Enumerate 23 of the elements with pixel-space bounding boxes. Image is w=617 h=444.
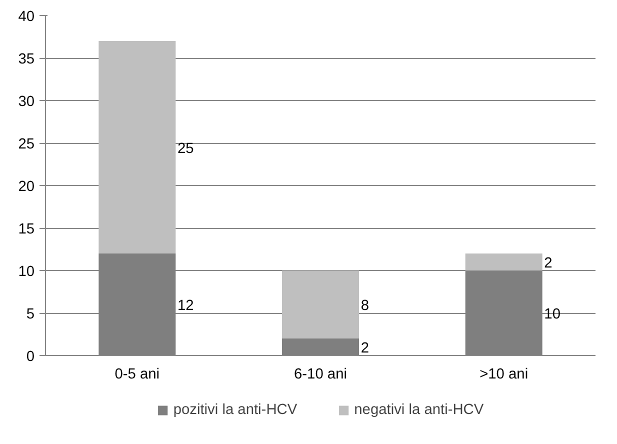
legend-label: pozitivi la anti-HCV bbox=[173, 402, 298, 418]
bar bbox=[465, 254, 542, 270]
data-label: 12 bbox=[178, 298, 194, 314]
x-tick-label: >10 ani bbox=[480, 366, 528, 382]
data-label: 2 bbox=[544, 256, 552, 272]
y-tick-label: 15 bbox=[18, 222, 35, 238]
y-tick-label: 40 bbox=[18, 9, 35, 25]
y-tick-label: 25 bbox=[18, 136, 35, 152]
data-label: 8 bbox=[360, 298, 369, 314]
data-label: 25 bbox=[178, 140, 194, 157]
bar bbox=[98, 41, 176, 254]
y-tick-label: 35 bbox=[18, 52, 35, 68]
data-label: 10 bbox=[544, 306, 560, 322]
y-tick-label: 30 bbox=[18, 94, 35, 110]
y-tick-label: 20 bbox=[18, 179, 35, 195]
y-tick-label: 5 bbox=[26, 306, 35, 322]
data-label: 2 bbox=[360, 340, 369, 356]
x-tick-label: 6-10 ani bbox=[294, 366, 347, 382]
x-tick-label: 0-5 ani bbox=[114, 366, 160, 382]
bar bbox=[282, 270, 359, 338]
y-tick-label: 10 bbox=[18, 264, 35, 280]
legend-label: negativi la anti-HCV bbox=[354, 402, 484, 418]
y-tick-label: 0 bbox=[26, 349, 35, 365]
